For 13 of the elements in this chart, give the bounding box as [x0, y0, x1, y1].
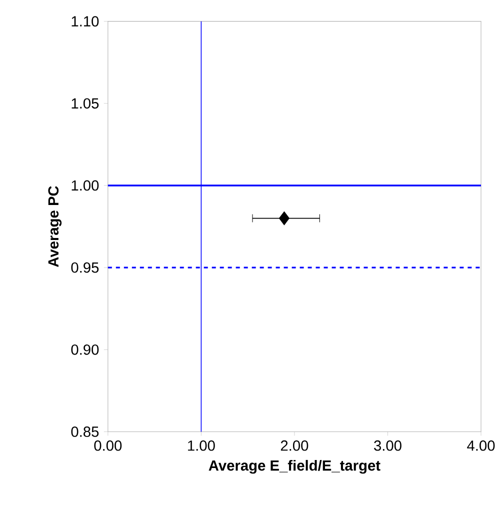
x-tick-label: 3.00 [374, 440, 402, 451]
x-tick-label: 2.00 [280, 440, 308, 451]
y-tick-label: 0.95 [71, 262, 98, 273]
y-axis-title: Average PC [48, 186, 62, 268]
y-tick-label: 1.10 [72, 16, 98, 27]
x-tick-label: 1.00 [188, 440, 215, 451]
y-tick-label: 1.05 [72, 98, 98, 109]
y-tick-label: 0.85 [71, 426, 98, 437]
x-tick-label: 4.00 [466, 440, 495, 451]
y-tick-label: 0.90 [71, 344, 98, 355]
y-tick-label: 1.00 [72, 180, 98, 191]
x-axis-title: Average E_field/E_target [208, 460, 380, 474]
x-tick-label: 0.00 [94, 440, 122, 451]
